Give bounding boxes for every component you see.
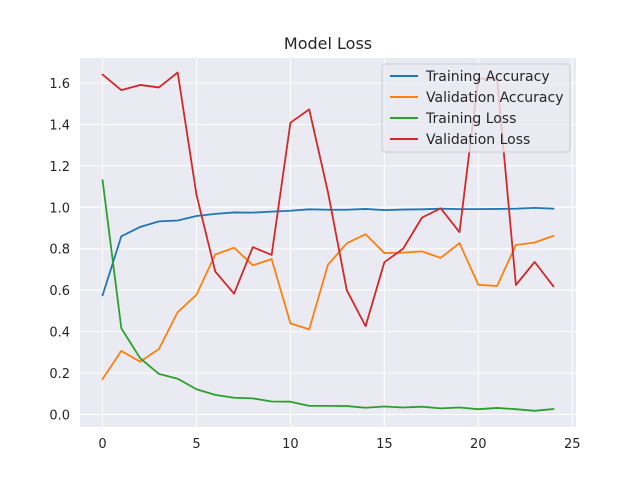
y-tick-label-7: 1.4 bbox=[49, 118, 70, 133]
x-tick-label-2: 10 bbox=[282, 437, 299, 452]
tick-layer: 0 5 10 15 20 25 0.0 0.2 0.4 0.6 0.8 1.0 1.2 1.4 1.6 bbox=[49, 77, 580, 452]
legend: Training Accuracy Validation Accuracy Tr… bbox=[381, 63, 571, 153]
y-tick-label-0: 0.0 bbox=[49, 409, 70, 424]
x-tick-label-0: 0 bbox=[98, 437, 106, 452]
y-tick-label-4: 0.8 bbox=[49, 243, 70, 258]
legend-label-training-loss: Training Loss bbox=[425, 111, 516, 127]
series-line-validation-accuracy bbox=[101, 233, 555, 381]
legend-label-validation-loss: Validation Loss bbox=[426, 132, 530, 148]
y-tick-label-6: 1.2 bbox=[49, 160, 70, 175]
y-tick-label-1: 0.2 bbox=[49, 367, 70, 382]
x-tick-label-3: 15 bbox=[376, 437, 393, 452]
chart-title: Model Loss bbox=[284, 34, 372, 53]
legend-label-training-accuracy: Training Accuracy bbox=[425, 69, 550, 85]
y-tick-label-2: 0.4 bbox=[49, 326, 70, 341]
y-tick-label-3: 0.6 bbox=[49, 284, 70, 299]
y-tick-label-5: 1.0 bbox=[49, 201, 70, 216]
legend-box bbox=[381, 63, 571, 153]
x-tick-label-5: 25 bbox=[564, 437, 581, 452]
x-tick-label-1: 5 bbox=[192, 437, 200, 452]
y-tick-label-8: 1.6 bbox=[49, 77, 70, 92]
legend-label-validation-accuracy: Validation Accuracy bbox=[426, 90, 564, 106]
series-line-training-loss bbox=[101, 179, 555, 412]
x-tick-label-4: 20 bbox=[470, 437, 487, 452]
series-line-training-accuracy bbox=[101, 206, 555, 297]
